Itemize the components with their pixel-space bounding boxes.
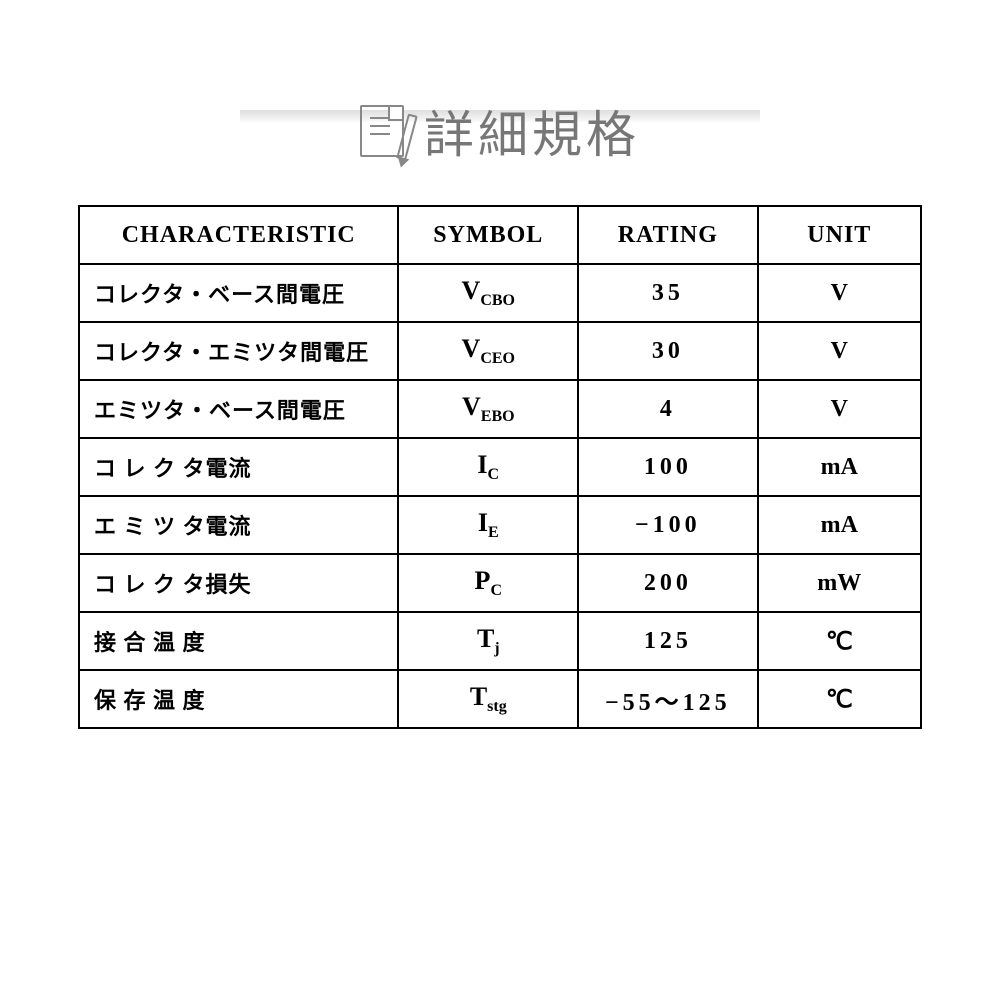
symbol-cell: IE <box>398 496 578 554</box>
rating-cell: −55〜125 <box>578 670 758 728</box>
table-header-row: CHARACTERISTIC SYMBOL RATING UNIT <box>79 206 921 264</box>
table-row: コ レ ク タ損失PC200mW <box>79 554 921 612</box>
spec-table-container: CHARACTERISTIC SYMBOL RATING UNIT コレクタ・ベ… <box>78 205 922 729</box>
symbol-cell: Tj <box>398 612 578 670</box>
page-title: 詳細規格 <box>424 95 640 167</box>
table-row: 保 存 温 度Tstg−55〜125℃ <box>79 670 921 728</box>
spec-table: CHARACTERISTIC SYMBOL RATING UNIT コレクタ・ベ… <box>78 205 922 729</box>
characteristic-cell: エ ミ ツ タ電流 <box>79 496 398 554</box>
symbol-cell: VCBO <box>398 264 578 322</box>
rating-cell: 35 <box>578 264 758 322</box>
symbol-cell: PC <box>398 554 578 612</box>
characteristic-cell: 接 合 温 度 <box>79 612 398 670</box>
table-row: コレクタ・ベース間電圧VCBO35V <box>79 264 921 322</box>
rating-cell: −100 <box>578 496 758 554</box>
characteristic-cell: コレクタ・ベース間電圧 <box>79 264 398 322</box>
col-header-rating: RATING <box>578 206 758 264</box>
col-header-characteristic: CHARACTERISTIC <box>79 206 398 264</box>
rating-cell: 30 <box>578 322 758 380</box>
table-row: コ レ ク タ電流IC100mA <box>79 438 921 496</box>
unit-cell: ℃ <box>758 670 921 728</box>
symbol-cell: VCEO <box>398 322 578 380</box>
characteristic-cell: コ レ ク タ損失 <box>79 554 398 612</box>
rating-cell: 4 <box>578 380 758 438</box>
col-header-unit: UNIT <box>758 206 921 264</box>
table-row: 接 合 温 度Tj125℃ <box>79 612 921 670</box>
table-row: エ ミ ツ タ電流IE−100mA <box>79 496 921 554</box>
symbol-cell: IC <box>398 438 578 496</box>
rating-cell: 200 <box>578 554 758 612</box>
rating-cell: 100 <box>578 438 758 496</box>
table-row: エミツタ・ベース間電圧VEBO4V <box>79 380 921 438</box>
characteristic-cell: エミツタ・ベース間電圧 <box>79 380 398 438</box>
col-header-symbol: SYMBOL <box>398 206 578 264</box>
unit-cell: mW <box>758 554 921 612</box>
table-body: コレクタ・ベース間電圧VCBO35Vコレクタ・エミツタ間電圧VCEO30Vエミツ… <box>79 264 921 728</box>
characteristic-cell: コ レ ク タ電流 <box>79 438 398 496</box>
table-row: コレクタ・エミツタ間電圧VCEO30V <box>79 322 921 380</box>
unit-cell: V <box>758 322 921 380</box>
rating-cell: 125 <box>578 612 758 670</box>
symbol-cell: VEBO <box>398 380 578 438</box>
page-header: 詳細規格 <box>0 95 1000 167</box>
unit-cell: V <box>758 264 921 322</box>
characteristic-cell: 保 存 温 度 <box>79 670 398 728</box>
symbol-cell: Tstg <box>398 670 578 728</box>
unit-cell: V <box>758 380 921 438</box>
unit-cell: mA <box>758 438 921 496</box>
unit-cell: ℃ <box>758 612 921 670</box>
characteristic-cell: コレクタ・エミツタ間電圧 <box>79 322 398 380</box>
unit-cell: mA <box>758 496 921 554</box>
